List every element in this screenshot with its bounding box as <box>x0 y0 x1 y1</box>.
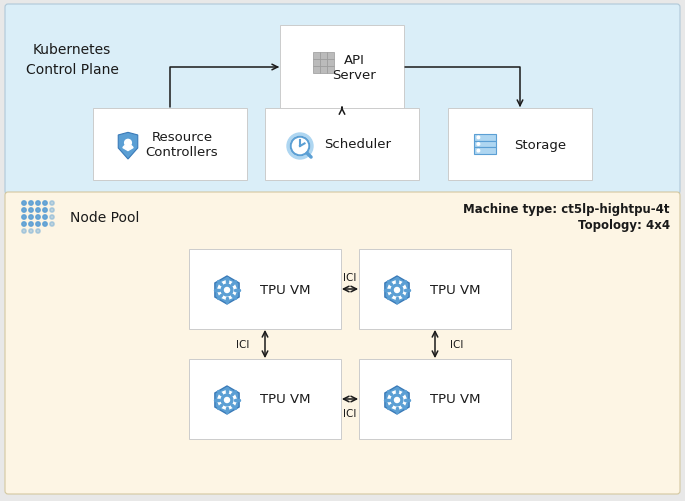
Circle shape <box>36 201 40 206</box>
Text: Resource
Controllers: Resource Controllers <box>146 131 219 159</box>
Circle shape <box>221 394 233 406</box>
Circle shape <box>22 201 26 206</box>
Circle shape <box>225 398 229 403</box>
Text: ICI: ICI <box>450 339 464 349</box>
Circle shape <box>22 222 26 227</box>
Circle shape <box>42 222 47 227</box>
Circle shape <box>29 229 33 234</box>
Circle shape <box>477 143 480 146</box>
Circle shape <box>36 215 40 220</box>
Text: API
Server: API Server <box>332 54 376 82</box>
FancyBboxPatch shape <box>475 141 496 148</box>
Circle shape <box>36 229 40 234</box>
Circle shape <box>50 215 54 220</box>
Circle shape <box>218 391 236 409</box>
Text: ICI: ICI <box>236 339 250 349</box>
FancyBboxPatch shape <box>327 60 334 67</box>
FancyBboxPatch shape <box>313 53 320 60</box>
Circle shape <box>36 222 40 227</box>
FancyBboxPatch shape <box>475 148 496 155</box>
Circle shape <box>125 140 132 147</box>
FancyBboxPatch shape <box>448 109 592 181</box>
Circle shape <box>50 208 54 213</box>
FancyBboxPatch shape <box>359 359 511 439</box>
Circle shape <box>477 137 480 139</box>
Circle shape <box>36 208 40 213</box>
Polygon shape <box>385 386 409 414</box>
FancyBboxPatch shape <box>313 67 320 74</box>
Circle shape <box>287 134 313 160</box>
Circle shape <box>391 285 403 296</box>
Circle shape <box>22 215 26 220</box>
Text: TPU VM: TPU VM <box>260 393 310 406</box>
FancyBboxPatch shape <box>313 60 320 67</box>
Circle shape <box>395 288 399 293</box>
FancyBboxPatch shape <box>320 53 327 60</box>
Circle shape <box>50 201 54 206</box>
Circle shape <box>395 398 399 403</box>
Circle shape <box>477 150 480 153</box>
Circle shape <box>225 288 229 293</box>
FancyBboxPatch shape <box>280 26 404 110</box>
Circle shape <box>218 282 236 300</box>
FancyBboxPatch shape <box>327 53 334 60</box>
Text: Scheduler: Scheduler <box>325 138 392 151</box>
Circle shape <box>29 201 33 206</box>
Polygon shape <box>119 133 138 160</box>
Text: ICI: ICI <box>343 273 357 283</box>
Circle shape <box>388 282 406 300</box>
Circle shape <box>42 215 47 220</box>
FancyBboxPatch shape <box>320 60 327 67</box>
Circle shape <box>50 222 54 227</box>
FancyBboxPatch shape <box>320 67 327 74</box>
Circle shape <box>42 201 47 206</box>
Text: TPU VM: TPU VM <box>429 393 480 406</box>
FancyBboxPatch shape <box>327 67 334 74</box>
Polygon shape <box>385 277 409 305</box>
Text: TPU VM: TPU VM <box>260 283 310 296</box>
Circle shape <box>42 208 47 213</box>
Circle shape <box>29 208 33 213</box>
Circle shape <box>22 208 26 213</box>
Wedge shape <box>123 145 133 151</box>
FancyBboxPatch shape <box>475 135 496 141</box>
FancyBboxPatch shape <box>5 192 680 494</box>
Circle shape <box>221 285 233 296</box>
Text: Topology: 4x4: Topology: 4x4 <box>578 219 670 232</box>
Text: Kubernetes
Control Plane: Kubernetes Control Plane <box>25 43 119 77</box>
FancyBboxPatch shape <box>359 249 511 329</box>
Text: ICI: ICI <box>343 408 357 418</box>
FancyBboxPatch shape <box>265 109 419 181</box>
Circle shape <box>22 229 26 234</box>
Circle shape <box>391 394 403 406</box>
Polygon shape <box>215 277 239 305</box>
Circle shape <box>388 391 406 409</box>
Text: Storage: Storage <box>514 138 566 151</box>
FancyBboxPatch shape <box>93 109 247 181</box>
Text: Machine type: ct5lp-hightpu-4t: Machine type: ct5lp-hightpu-4t <box>464 203 670 216</box>
FancyBboxPatch shape <box>189 249 341 329</box>
Polygon shape <box>215 386 239 414</box>
Circle shape <box>290 137 310 156</box>
Text: TPU VM: TPU VM <box>429 283 480 296</box>
Circle shape <box>29 222 33 227</box>
Circle shape <box>29 215 33 220</box>
FancyBboxPatch shape <box>189 359 341 439</box>
Text: Node Pool: Node Pool <box>71 210 140 224</box>
FancyBboxPatch shape <box>5 5 680 194</box>
